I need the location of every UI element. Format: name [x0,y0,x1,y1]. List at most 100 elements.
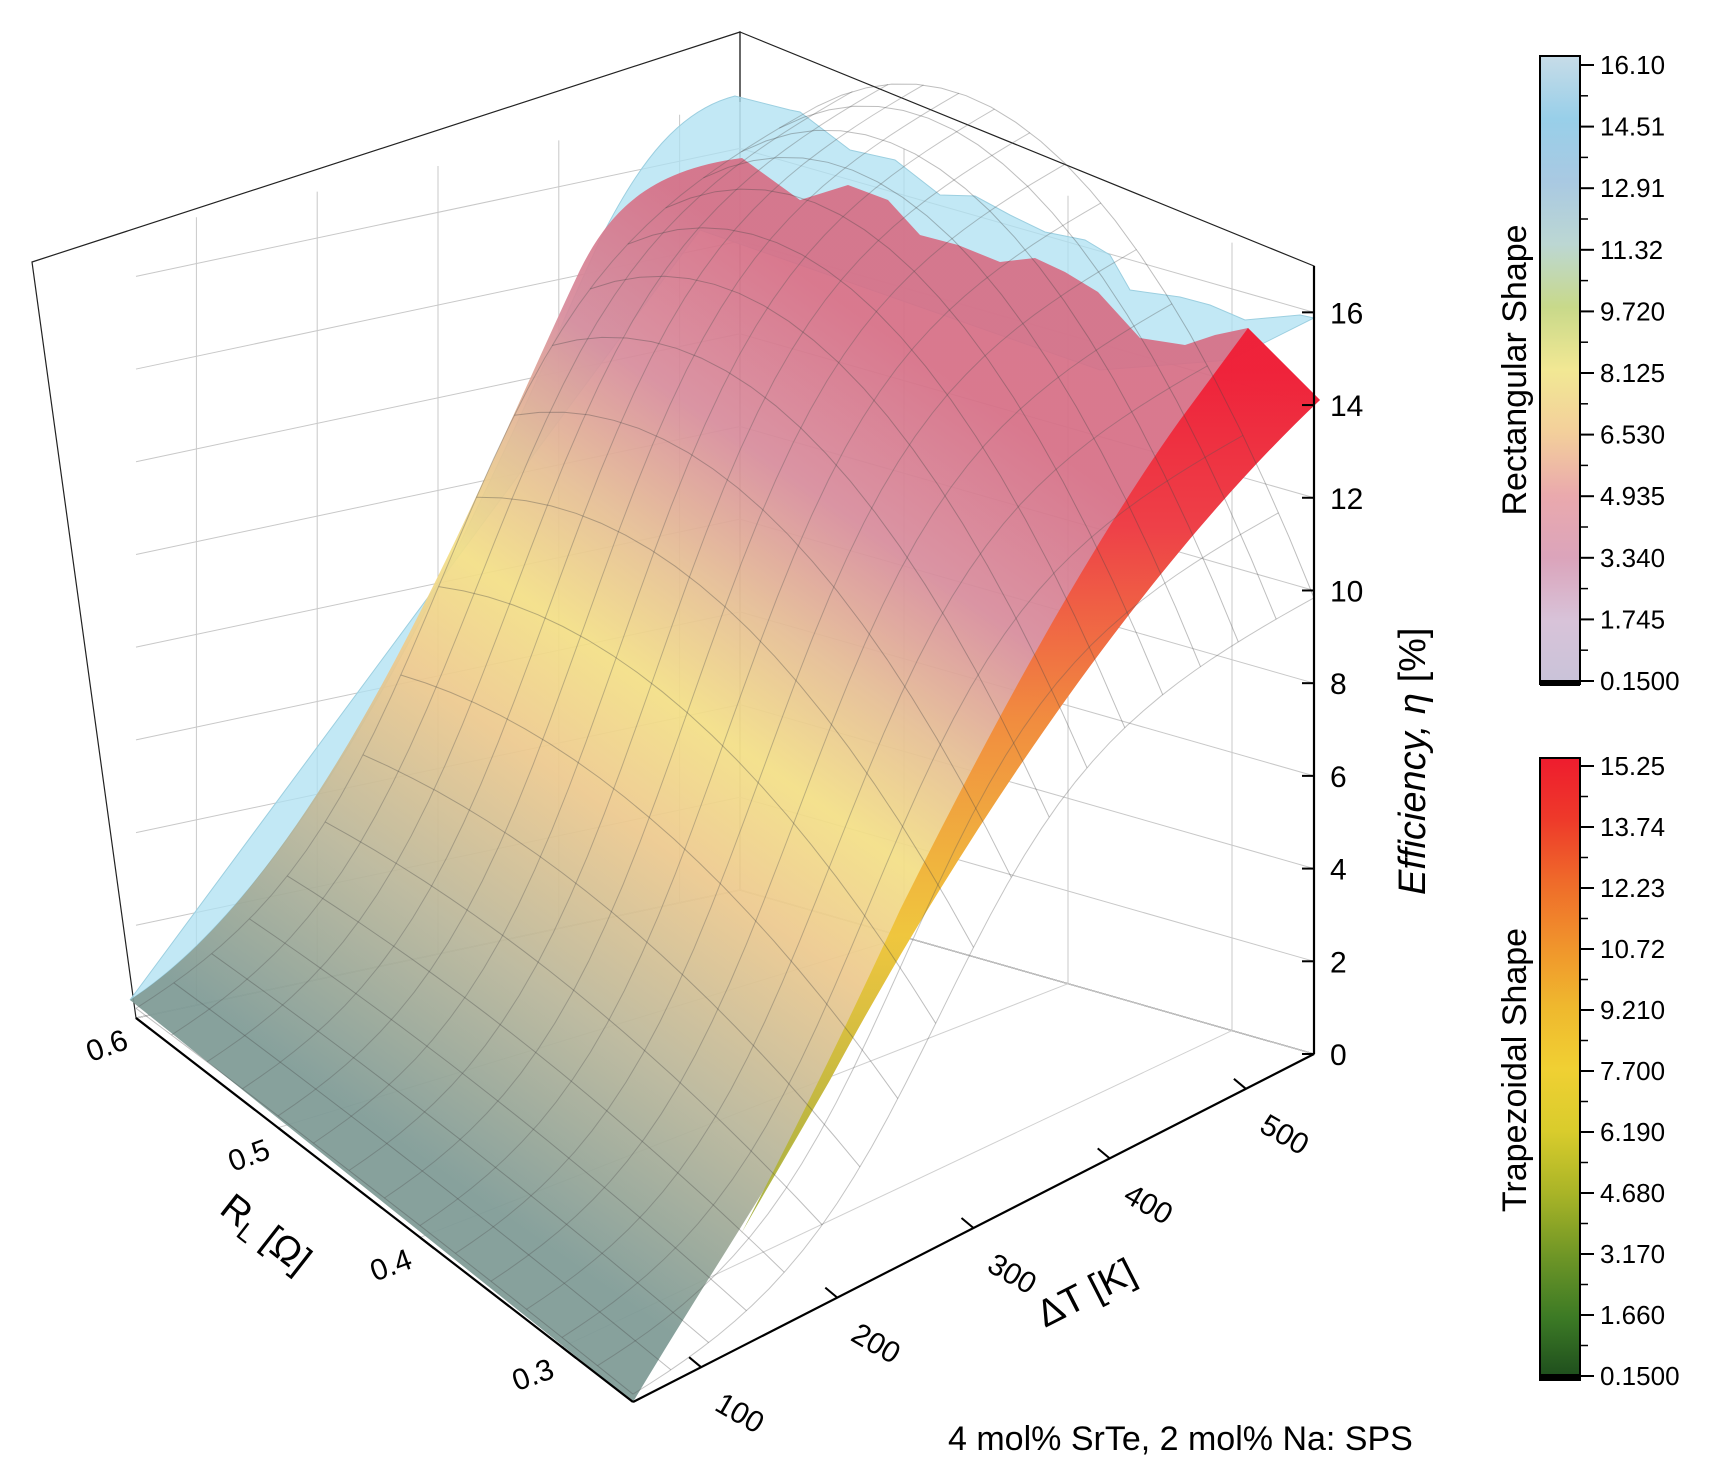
mesh-line-x [561,434,1244,1338]
x-tick-mark [561,1346,577,1359]
surface-mesh [135,83,1315,1395]
colorbar-trapezoidal-fill [1539,757,1581,1381]
colorbar-rectangular-fill [1539,55,1581,685]
y-tick-label: 300 [982,1247,1042,1301]
colorbar-label: 16.10 [1600,50,1665,80]
x-axis-title: RL [Ω] [209,1186,318,1286]
mesh-line-y [589,275,1088,769]
mesh-line-x [242,84,924,1090]
colorbar-label: 9.210 [1600,995,1665,1025]
mesh-line-x [597,512,1279,1367]
colorbar-label: 0.1500 [1600,666,1680,696]
colorbar-label: 4.680 [1600,1178,1665,1208]
mesh-line-x [419,202,1102,1227]
z-tick-label: 0 [1330,1039,1347,1072]
mesh-line-y [173,982,672,1371]
mesh-line-y [249,918,747,1312]
mesh-line-y [438,586,937,1024]
y-tick-label: 400 [1118,1178,1178,1232]
colorbar-label: 10.72 [1600,934,1665,964]
colorbar-label: 12.91 [1600,173,1665,203]
mesh-line-y [324,821,823,1226]
mesh-line-y [627,227,1126,728]
mesh-line-x [135,105,818,1009]
mesh-line-x [632,597,1315,1395]
colorbar-trapezoidal-min-cap [1540,1374,1580,1380]
colorbar-label: 7.700 [1600,1056,1665,1086]
chart-caption: 4 mol% SrTe, 2 mol% Na: SPS [948,1420,1413,1458]
z-tick-label: 16 [1330,297,1363,330]
mesh-line-y [703,156,1201,667]
x-axis-line [135,1017,634,1403]
z-tick-label: 8 [1330,668,1347,701]
colorbar-label: 4.935 [1600,481,1665,511]
colorbar-rectangular-title: Rectangular Shape [1496,224,1534,515]
y-tick-label: 200 [846,1317,906,1371]
mesh-line-y [135,1007,634,1395]
colorbar-label: 6.190 [1600,1117,1665,1147]
x-tick-mark [135,1017,151,1030]
mesh-line-y [514,411,1012,878]
colorbar-label: 15.25 [1600,751,1665,781]
mesh-line-x [384,163,1066,1199]
colorbar-label: 1.660 [1600,1300,1665,1330]
colorbar-label: 9.720 [1600,296,1665,326]
colorbar-label: 14.51 [1600,112,1665,142]
colorbar-trapezoidal-title: Trapezoidal Shape [1496,928,1534,1212]
mesh-line-y [287,875,785,1273]
mesh-line-y [778,105,1277,620]
x-tick-label: 0.3 [508,1353,558,1398]
z-tick-label: 12 [1330,483,1363,516]
y-tick-mark [1097,1147,1111,1160]
z-tick-label: 14 [1330,390,1363,423]
colorbar-label: 6.530 [1600,420,1665,450]
colorbar-label: 8.125 [1600,358,1665,388]
mesh-line-x [455,249,1137,1254]
colorbar-trapezoidal-ticks: 15.25 13.74 12.23 10.72 9.210 7.700 6.190 4.680… [1580,751,1680,1391]
colorbar-rectangular: 16.10 14.51 12.91 11.32 9.720 8.125 6.530 4.935… [1496,50,1680,696]
mesh-line-y [211,953,710,1343]
x-tick-label: 0.5 [224,1133,274,1178]
colorbar-trapezoidal: 15.25 13.74 12.23 10.72 9.210 7.700 6.190 4.680… [1496,751,1680,1391]
colorbar-rectangular-ticks: 16.10 14.51 12.91 11.32 9.720 8.125 6.530 4.935… [1580,50,1680,696]
mesh-line-y [362,754,861,1168]
colorbar-label: 3.170 [1600,1239,1665,1269]
y-tick-mark [688,1356,702,1368]
z-tick-label: 2 [1330,946,1347,979]
mesh-line-x [313,108,995,1144]
z-tick-label: 4 [1330,854,1347,887]
mesh-line-x [277,92,960,1117]
colorbar-label: 1.745 [1600,604,1665,634]
mesh-line-y [400,674,899,1099]
surface-trapezoidal [130,158,1320,1402]
mesh-line-x [526,365,1208,1310]
mesh-line-y [816,83,1315,598]
mesh-line-y [741,129,1239,643]
x-tick-label: 0.6 [82,1024,132,1069]
y-tick-mark [960,1217,975,1229]
x-tick-mark [277,1126,293,1140]
mesh-line-y [476,496,974,948]
x-tick-mark [419,1236,435,1250]
y-axis-title: ΔT [K] [1030,1251,1143,1336]
mesh-line-x [171,91,853,1036]
y-tick-mark [824,1286,838,1299]
colorbar-label: 3.340 [1600,543,1665,573]
mesh-line-y [552,336,1050,818]
y-tick-label: 500 [1254,1108,1314,1162]
trapezoidal-surface-side [740,328,1320,1236]
z-tick-label: 6 [1330,761,1347,794]
mesh-line-y [665,188,1164,695]
z-tick-label: 10 [1330,575,1363,608]
colorbar-label: 12.23 [1600,873,1665,903]
y-tick-mark [1233,1078,1247,1090]
colorbar-rectangular-min-cap [1540,680,1580,686]
mesh-line-x [490,303,1173,1282]
mesh-line-x [206,83,889,1063]
y-tick-label: 100 [710,1387,770,1441]
z-axis-title: Efficiency, η [%] [1392,628,1434,895]
trapezoidal-surface-main [130,158,1320,1402]
mesh-line-x [348,132,1031,1171]
colorbar-label: 13.74 [1600,812,1665,842]
